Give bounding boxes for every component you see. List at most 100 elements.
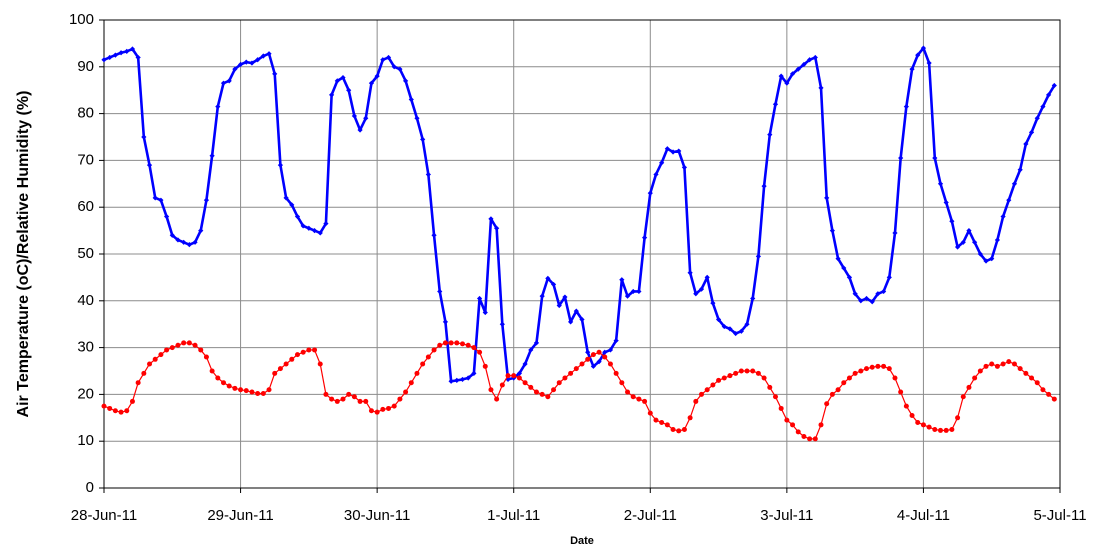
point [357,127,363,133]
point [704,274,710,280]
point [385,54,392,61]
point [875,363,881,369]
point [482,363,488,369]
point [437,342,443,348]
point [681,164,688,171]
series-line [103,46,1056,383]
plot-frame [103,19,1061,489]
point [357,398,363,404]
point [892,375,898,381]
point [260,390,266,396]
point [539,391,545,397]
point [642,398,648,404]
point [835,256,841,262]
y-tick-label: 60 [77,198,94,215]
point [892,230,898,236]
point [323,220,329,227]
point [568,319,574,325]
point [846,274,853,280]
point [972,375,978,381]
point [152,195,158,201]
point [994,363,1000,369]
point [829,391,835,397]
point [869,364,875,370]
point [272,370,278,376]
point [431,347,437,353]
point [653,417,659,423]
point [585,356,591,362]
point [670,149,676,155]
point [237,61,244,68]
point [778,73,784,79]
point [1046,92,1052,98]
point [784,417,790,423]
point [943,427,949,433]
point [727,373,733,379]
point [886,274,892,280]
y-tick-label: 70 [77,151,94,168]
point [334,78,340,84]
point [340,396,346,402]
point [294,352,300,358]
point [380,57,386,63]
point [983,258,989,264]
y-tick-label: 90 [77,58,94,75]
point [516,375,522,381]
point [545,275,551,281]
point [659,419,665,425]
point [522,380,528,386]
point [716,377,722,383]
point [124,48,130,54]
point [164,347,170,353]
point [989,256,995,262]
point [573,308,579,314]
point [425,354,431,360]
point [1006,359,1012,365]
point [744,368,750,374]
point [408,380,414,386]
point [277,162,284,168]
point [397,396,403,402]
point [471,370,477,376]
point [425,171,431,178]
point [812,54,818,61]
point [641,235,648,241]
x-tick-label: 3-Jul-11 [760,507,813,524]
point [903,403,909,409]
point [829,228,835,234]
point [869,299,875,305]
point [562,375,568,381]
point [482,309,488,316]
point [311,228,318,234]
point [300,349,306,355]
point [312,347,318,353]
point [949,427,955,432]
point [1051,82,1057,89]
point [937,181,944,187]
point [647,410,653,416]
point [744,321,750,327]
point [448,340,454,346]
point [249,389,255,395]
point [698,286,705,292]
point [135,380,141,386]
point [499,321,505,327]
point [135,54,141,61]
point [1051,396,1057,402]
point [306,347,312,353]
x-tick-label: 28-Jun-11 [71,507,137,524]
y-tick-label: 0 [86,479,94,496]
point [807,436,813,442]
point [477,349,483,355]
point [403,389,409,395]
point [619,277,625,283]
x-tick-label: 2-Jul-11 [624,507,677,524]
point [733,370,739,376]
point [715,316,722,323]
point [386,405,392,411]
point [590,352,596,358]
point [681,427,687,432]
point [249,60,255,66]
point [317,361,323,367]
x-tick-label: 1-Jul-11 [487,507,540,524]
